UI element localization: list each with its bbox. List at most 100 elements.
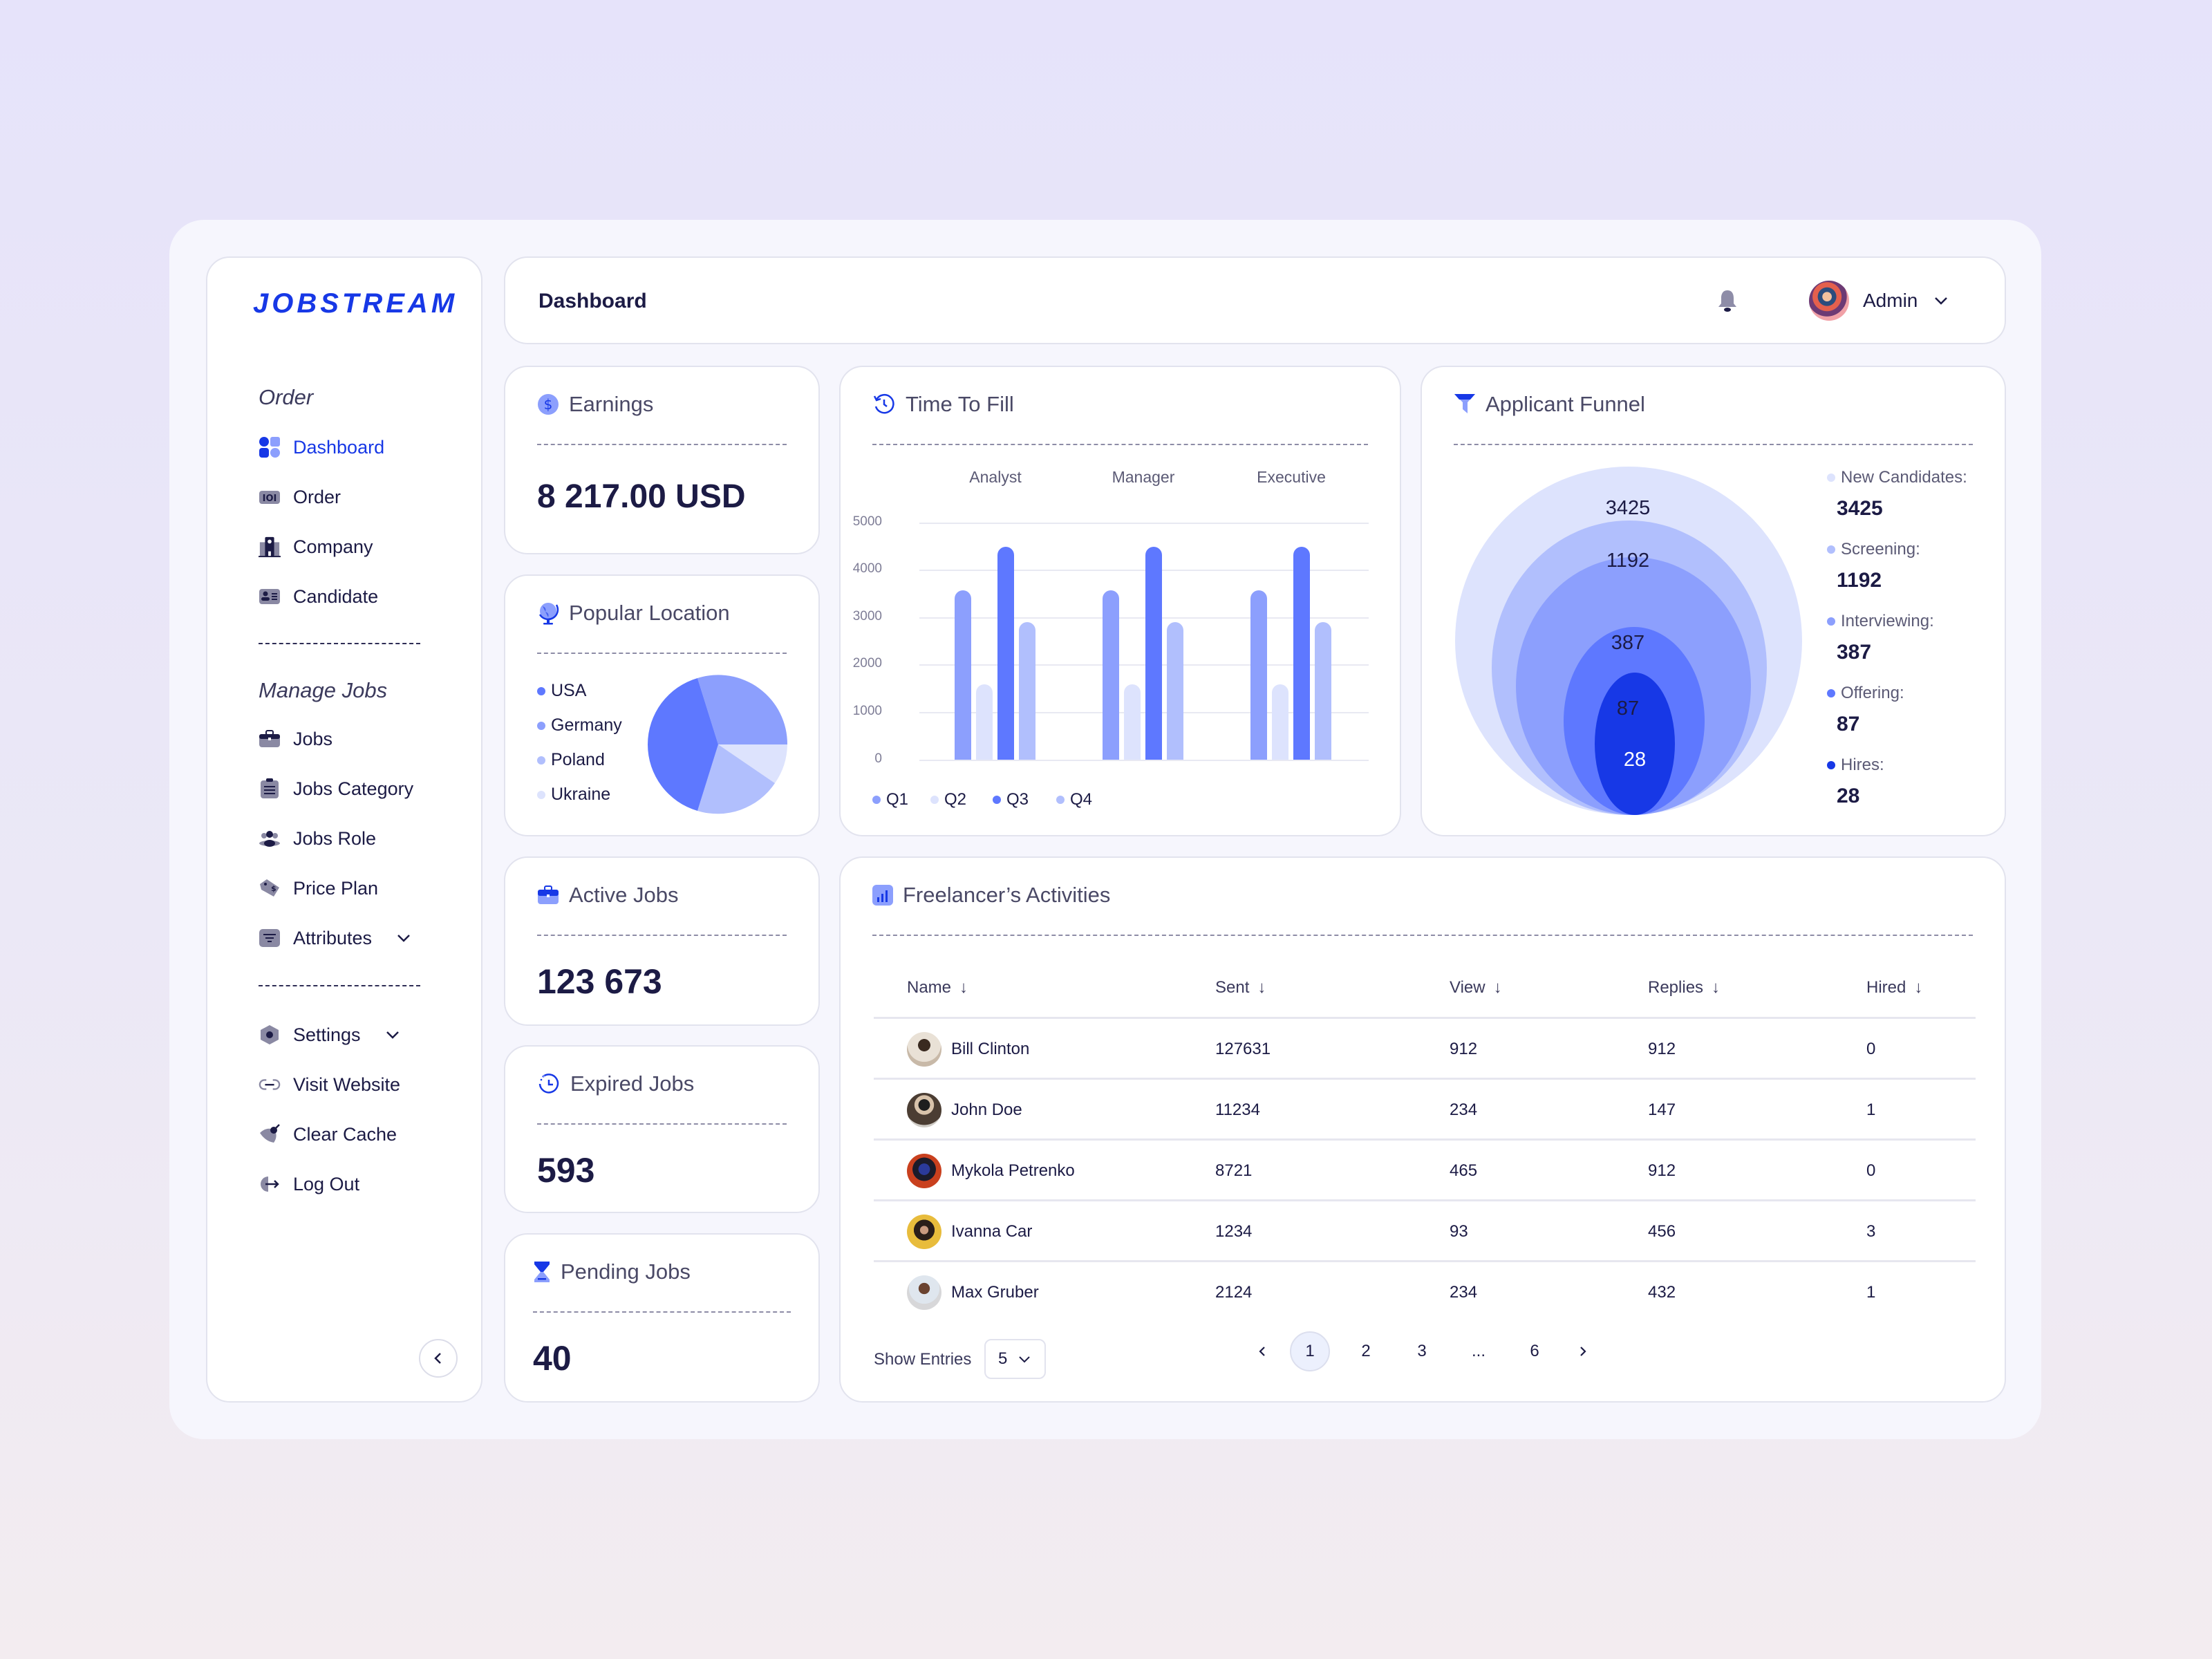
app-logo[interactable]: JOBSTREAM [253,288,458,319]
svg-text:IOI: IOI [263,494,277,504]
legend-item-q4[interactable]: Q4 [1056,790,1092,809]
bar-analyst-q3[interactable] [997,547,1014,760]
cell-name: Max Gruber [907,1262,1039,1323]
bar-manager-q1[interactable] [1103,590,1119,760]
cell-sent: 2124 [1215,1283,1253,1302]
legend-item-q3[interactable]: Q3 [993,790,1029,809]
column-header-replies[interactable]: Replies ↓ [1648,978,1720,997]
bar-manager-q2[interactable] [1124,684,1141,760]
history-clock-icon [873,393,894,414]
table-row[interactable]: Mykola Petrenko 8721 465 912 0 [874,1138,1976,1199]
card-divider [872,935,1973,936]
card-divider [537,935,787,936]
cell-replies: 147 [1648,1100,1676,1119]
cell-name: Bill Clinton [907,1019,1029,1080]
legend-label: Ukraine [551,785,611,804]
sidebar-item-label: Candidate [293,585,379,607]
filter-list-icon [259,927,281,949]
sidebar-item-jobs[interactable]: Jobs [259,724,332,754]
bar-analyst-q2[interactable] [976,684,993,760]
legend-dot [1827,545,1835,554]
sidebar-item-label: Settings [293,1024,361,1045]
card-title: Active Jobs [569,883,679,907]
table-row[interactable]: Max Gruber 2124 234 432 1 [874,1260,1976,1321]
bar-executive-q1[interactable] [1250,590,1267,760]
pagination-page-6[interactable]: 6 [1530,1342,1539,1360]
sidebar-item-settings[interactable]: Settings [259,1020,402,1050]
card-header: Pending Jobs [533,1259,691,1284]
cell-sent: 127631 [1215,1040,1271,1058]
sidebar-item-company[interactable]: Company [259,532,373,562]
legend-label: Hires: [1841,756,1884,774]
legend-item-q1[interactable]: Q1 [872,790,908,809]
sidebar-item-jobs-role[interactable]: Jobs Role [259,823,376,854]
funnel-stage-hires[interactable] [1595,673,1675,815]
notifications-button[interactable] [1716,288,1739,317]
table-row[interactable]: Ivanna Car 1234 93 456 3 [874,1199,1976,1260]
legend-label: Q4 [1070,790,1093,809]
table-row[interactable]: John Doe 11234 234 147 1 [874,1078,1976,1138]
collapse-sidebar-button[interactable] [419,1339,458,1378]
card-divider [533,1311,791,1313]
pagination-next[interactable] [1563,1331,1603,1371]
legend-label: Q3 [1006,790,1029,809]
bar-executive-q3[interactable] [1293,547,1310,760]
pagination-page-2[interactable]: 2 [1361,1342,1371,1360]
legend-item-q2[interactable]: Q2 [930,790,966,809]
funnel-legend-value: 28 [1837,785,1860,807]
bar-manager-q3[interactable] [1145,547,1162,760]
sidebar-item-order[interactable]: IOI Order [259,482,341,512]
table-row[interactable]: Bill Clinton 127631 912 912 0 [874,1017,1976,1078]
sidebar-item-label: Clear Cache [293,1123,397,1145]
column-header-view[interactable]: View ↓ [1450,978,1502,997]
top-header: Dashboard Admin [504,256,2006,344]
bar-manager-q4[interactable] [1167,622,1183,760]
broom-icon [259,1123,281,1145]
card-header: Freelancer’s Activities [872,883,1110,908]
location-pie-chart[interactable] [648,674,789,815]
sidebar-item-price-plan[interactable]: $ Price Plan [259,873,378,903]
id-card-icon [259,585,281,608]
legend-item: USA [537,681,586,701]
sidebar-item-dashboard[interactable]: Dashboard [259,432,384,462]
card-header: $ Earnings [537,392,653,417]
sidebar-item-visit-website[interactable]: Visit Website [259,1069,400,1100]
pagination-page-1[interactable]: 1 [1290,1331,1330,1371]
bar-executive-q2[interactable] [1272,684,1288,760]
avatar [907,1154,941,1188]
card-header: Applicant Funnel [1454,392,1645,417]
bar-analyst-q1[interactable] [955,590,971,760]
sidebar-item-clear-cache[interactable]: Clear Cache [259,1119,397,1150]
sidebar-item-log-out[interactable]: Log Out [259,1169,359,1199]
user-menu[interactable]: Admin [1809,258,1951,344]
briefcase-icon [259,728,281,750]
chevron-down-icon[interactable] [394,928,413,948]
clock-icon [538,1074,559,1094]
funnel-legend-label: New Candidates: [1827,468,1967,487]
gridline [919,664,1369,666]
pagination-prev[interactable] [1242,1331,1282,1371]
column-header-name[interactable]: Name ↓ [907,978,968,997]
column-header-sent[interactable]: Sent ↓ [1215,978,1266,997]
chevron-down-icon [1019,1356,1031,1363]
column-header-hired[interactable]: Hired ↓ [1866,978,1922,997]
cell-view: 93 [1450,1222,1468,1241]
pagination-page-3[interactable]: 3 [1417,1342,1427,1360]
sidebar-item-attributes[interactable]: Attributes [259,923,413,953]
card-title: Expired Jobs [570,1071,695,1096]
sidebar-item-candidate[interactable]: Candidate [259,581,378,612]
briefcase-icon [538,885,559,904]
sidebar-item-jobs-category[interactable]: Jobs Category [259,774,413,804]
legend-label: Q2 [944,790,967,809]
expired-jobs-value: 593 [537,1151,595,1190]
bar-analyst-q4[interactable] [1019,622,1035,760]
cell-hired: 3 [1866,1222,1876,1241]
legend-dot [537,756,545,765]
chevron-down-icon[interactable] [383,1025,402,1044]
earnings-value: 8 217.00 USD [537,478,746,515]
entries-per-page-select[interactable]: 5 [984,1339,1047,1379]
bar-executive-q4[interactable] [1315,622,1331,760]
legend-item: Poland [537,750,605,770]
sort-down-icon: ↓ [959,978,968,997]
category-label: Executive [1257,468,1326,486]
